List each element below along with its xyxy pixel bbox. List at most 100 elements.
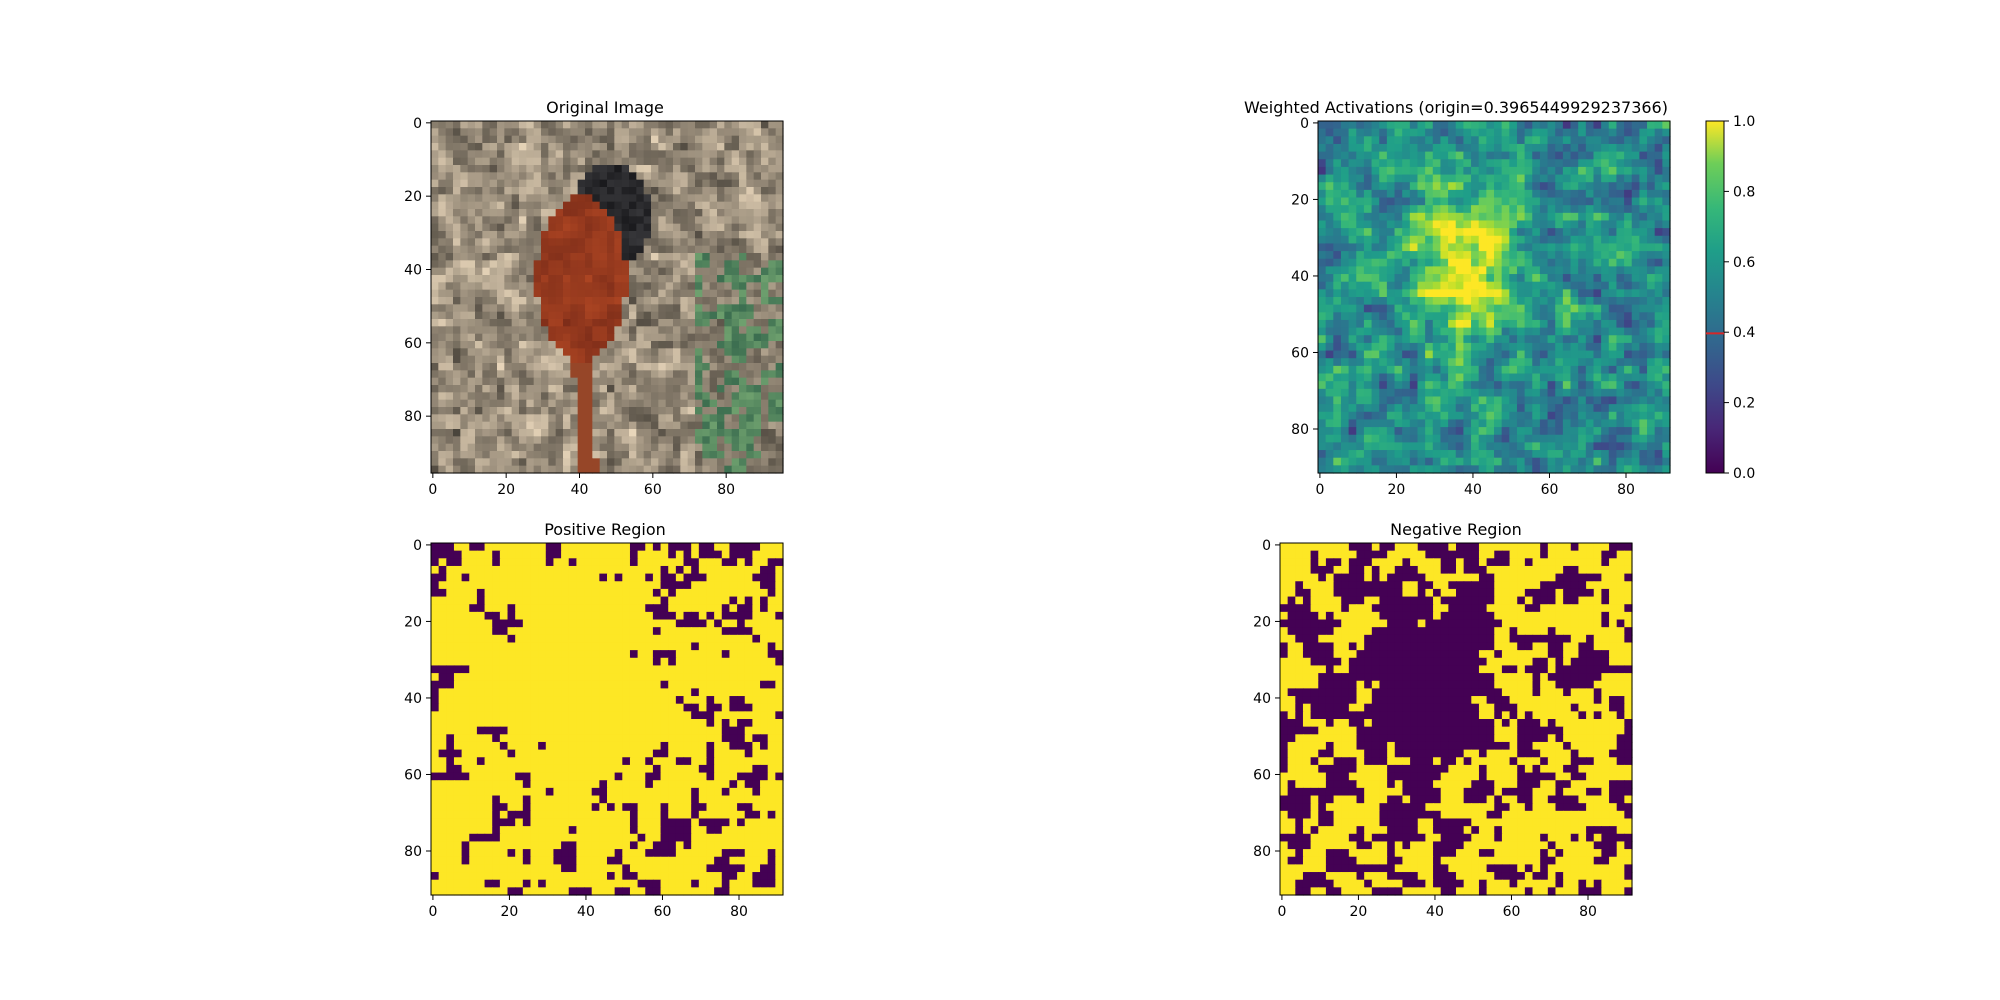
image-cell: [482, 245, 491, 254]
image-cell: [629, 558, 639, 567]
image-cell: [1448, 166, 1457, 176]
image-cell: [568, 588, 577, 598]
image-cell: [739, 128, 747, 137]
image-cell: [533, 333, 542, 342]
image-cell: [1363, 396, 1373, 405]
image-cell: [1402, 121, 1411, 130]
image-cell: [1409, 312, 1419, 321]
image-cell: [614, 429, 623, 437]
image-cell: [475, 121, 483, 129]
image-cell: [1516, 220, 1526, 229]
image-cell: [1333, 212, 1342, 222]
image-cell: [445, 157, 454, 166]
image-cell: [1417, 136, 1426, 145]
image-cell: [1616, 335, 1625, 344]
image-cell: [721, 581, 731, 590]
image-cell: [1486, 182, 1495, 191]
image-cell: [1647, 174, 1656, 183]
image-cell: [651, 399, 659, 408]
image-cell: [519, 121, 527, 129]
image-cell: [1425, 319, 1434, 329]
image-cell: [460, 289, 469, 298]
image-cell: [1547, 335, 1556, 344]
image-cell: [724, 121, 733, 129]
image-cell: [753, 414, 762, 423]
image-cell: [1654, 205, 1663, 214]
image-cell: [629, 304, 637, 313]
image-cell: [431, 209, 439, 217]
image-cell: [1371, 205, 1380, 214]
image-cell: [651, 421, 659, 430]
image-cell: [507, 611, 516, 621]
image-cell: [687, 414, 696, 423]
image-cell: [680, 421, 689, 430]
image-cell: [577, 436, 586, 445]
image-cell: [592, 421, 601, 430]
image-cell: [504, 238, 513, 247]
image-cell: [467, 363, 476, 371]
image-cell: [1409, 228, 1419, 237]
image-cell: [1340, 289, 1350, 298]
image-cell: [1616, 427, 1625, 436]
image-cell: [519, 209, 527, 217]
image-cell: [592, 194, 601, 203]
image-cell: [541, 238, 549, 247]
image-cell: [629, 377, 637, 386]
image-cell: [1333, 197, 1342, 206]
image-cell: [1509, 450, 1518, 459]
image-cell: [475, 194, 483, 203]
image-cell: [614, 165, 623, 173]
image-cell: [1516, 434, 1526, 443]
image-cell: [1570, 266, 1579, 275]
image-cell: [467, 165, 476, 173]
image-cell: [1471, 442, 1480, 451]
image-cell: [717, 421, 725, 430]
image-cell: [533, 245, 542, 254]
image-cell: [577, 253, 586, 261]
image-cell: [533, 443, 542, 452]
image-cell: [739, 385, 747, 393]
image-cell: [1570, 419, 1579, 428]
image-cell: [1440, 228, 1449, 237]
image-cell: [577, 451, 586, 459]
image-cell: [607, 311, 615, 320]
image-cell: [467, 348, 476, 357]
image-cell: [1532, 121, 1541, 130]
image-cell: [621, 172, 630, 181]
image-cell: [1578, 442, 1587, 451]
image-cell: [526, 231, 535, 239]
image-cell: [1386, 312, 1396, 321]
image-cell: [753, 319, 762, 327]
image-cell: [761, 451, 769, 459]
image-cell: [731, 157, 740, 166]
image-cell: [673, 297, 681, 305]
image-cell: [482, 465, 491, 474]
image-cell: [1608, 143, 1618, 153]
image-cell: [1425, 312, 1434, 321]
image-cell: [721, 619, 731, 628]
image-cell: [746, 289, 755, 298]
image-cell: [1363, 228, 1373, 237]
image-cell: [1417, 465, 1426, 474]
image-cell: [717, 267, 725, 276]
image-cell: [629, 319, 637, 327]
image-cell: [1539, 442, 1549, 451]
image-cell: [651, 458, 659, 467]
image-cell: [489, 311, 498, 320]
image-cell: [519, 333, 527, 342]
image-cell: [1585, 396, 1595, 405]
image-cell: [1647, 396, 1656, 405]
image-cell: [489, 143, 498, 151]
image-cell: [1455, 381, 1464, 390]
image-cell: [548, 187, 557, 195]
image-cell: [1432, 151, 1442, 160]
image-cell: [511, 275, 520, 283]
image-cell: [438, 627, 447, 636]
image-cell: [1639, 350, 1648, 359]
image-cell: [548, 385, 557, 393]
image-cell: [629, 429, 637, 437]
image-cell: [1340, 220, 1350, 229]
image-cell: [614, 414, 623, 423]
image-cell: [1539, 128, 1549, 137]
image-cell: [1463, 396, 1472, 405]
